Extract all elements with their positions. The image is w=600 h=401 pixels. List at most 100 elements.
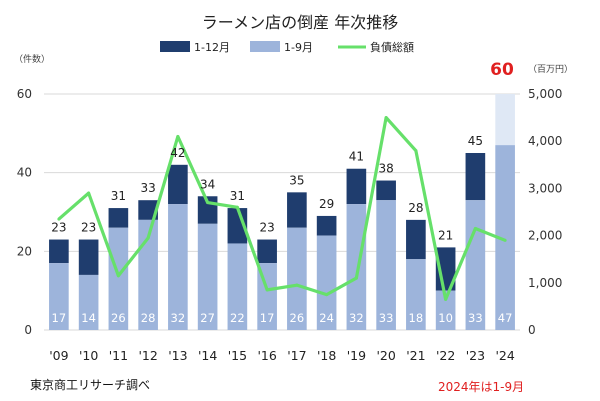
bar-label-jan-sep: 27 xyxy=(200,311,215,325)
bar-label-full-year: 42 xyxy=(170,146,185,160)
debt-point xyxy=(414,149,418,153)
bar-label-jan-sep: 22 xyxy=(230,311,245,325)
x-axis-tick: '18 xyxy=(317,348,336,363)
x-axis-tick: '12 xyxy=(138,348,157,363)
right-axis-tick: 3,000 xyxy=(528,181,562,195)
x-axis-tick: '23 xyxy=(466,348,485,363)
legend: 1-12月 1-9月 負債総額 xyxy=(160,40,414,54)
bar-label-jan-sep: 24 xyxy=(319,311,334,325)
left-axis-tick: 20 xyxy=(17,244,32,258)
x-axis-tick: '21 xyxy=(406,348,425,363)
bar-label-full-year: 38 xyxy=(378,162,393,176)
bar-jan-sep xyxy=(316,235,337,330)
bar-full-year xyxy=(346,168,367,205)
debt-point xyxy=(146,236,150,240)
bar-label-jan-sep: 33 xyxy=(379,311,394,325)
right-axis-unit: （百万円） xyxy=(528,64,573,75)
debt-point xyxy=(295,283,299,287)
bar-jan-sep xyxy=(376,200,396,330)
legend-label-jan-sep: 1-9月 xyxy=(284,41,313,54)
debt-point xyxy=(503,238,507,242)
debt-line xyxy=(57,115,507,301)
x-axis-tick: '20 xyxy=(376,348,395,363)
bar-label-jan-sep: 17 xyxy=(260,311,275,325)
bar-label-full-year: 41 xyxy=(349,150,364,164)
debt-point xyxy=(444,297,448,301)
left-axis-unit: （件数） xyxy=(14,53,50,65)
right-axis: 0 1,000 2,000 3,000 4,000 5,000 xyxy=(528,87,562,337)
x-axis-tick: '17 xyxy=(287,348,306,363)
bar-full-year xyxy=(168,164,188,205)
legend-swatch-full-year xyxy=(160,41,190,52)
bar-jan-sep xyxy=(435,290,456,330)
bar-label-jan-sep: 33 xyxy=(468,311,483,325)
x-axis: '09 '10 '11 '12 '13 '14 '15 '16 '17 '18 '19 '20 '21 '… xyxy=(49,348,515,363)
bar-label-full-year: 23 xyxy=(51,221,66,235)
debt-point xyxy=(325,293,329,297)
projected-total-label: 60 xyxy=(490,60,514,80)
bar-jan-sep xyxy=(495,145,515,330)
bar-jan-sep xyxy=(197,223,218,330)
bar-full-year xyxy=(49,239,69,264)
bar-label-jan-sep: 28 xyxy=(141,311,156,325)
right-axis-tick: 0 xyxy=(528,323,536,337)
bar-full-year xyxy=(465,153,486,201)
bar-label-jan-sep: 18 xyxy=(409,311,424,325)
bar-label-full-year: 23 xyxy=(81,221,96,235)
bar-jan-sep xyxy=(108,227,129,330)
x-axis-tick: '16 xyxy=(257,348,276,363)
x-axis-tick: '15 xyxy=(228,348,247,363)
source-note: 東京商工リサーチ調べ xyxy=(30,377,150,392)
bar-label-full-year: 29 xyxy=(319,197,334,211)
bar-label-full-year: 31 xyxy=(111,189,126,203)
left-axis: 0 20 40 60 xyxy=(17,87,32,337)
x-axis-tick: '11 xyxy=(109,348,128,363)
bar-jan-sep xyxy=(78,274,99,330)
bar-label-full-year: 45 xyxy=(468,134,483,148)
bar-label-jan-sep: 26 xyxy=(111,311,126,325)
bar-full-year xyxy=(108,208,129,228)
debt-point xyxy=(473,227,477,231)
debt-point xyxy=(57,217,61,221)
bar-label-full-year: 23 xyxy=(259,221,274,235)
bar-jan-sep xyxy=(465,200,486,330)
bar-label-full-year: 21 xyxy=(438,228,453,242)
bars xyxy=(49,94,515,330)
bar-full-year xyxy=(376,180,396,201)
bar-label-full-year: 28 xyxy=(408,201,423,215)
right-axis-tick: 5,000 xyxy=(528,87,562,101)
bar-full-year xyxy=(138,200,158,220)
period-note: 2024年は1-9月 xyxy=(438,380,524,394)
x-axis-tick: '10 xyxy=(79,348,98,363)
bar-label-jan-sep: 32 xyxy=(171,311,186,325)
bar-full-year xyxy=(257,239,277,264)
legend-swatch-jan-sep xyxy=(250,41,280,52)
bar-jan-sep xyxy=(49,263,69,330)
chart-title: ラーメン店の倒産 年次推移 xyxy=(202,13,398,32)
bar-label-jan-sep: 14 xyxy=(81,311,96,325)
right-axis-tick: 1,000 xyxy=(528,276,562,290)
debt-point xyxy=(116,274,120,278)
bar-projected xyxy=(495,94,515,146)
left-axis-tick: 60 xyxy=(17,87,32,101)
bar-jan-sep xyxy=(406,259,426,330)
x-axis-tick: '19 xyxy=(347,348,366,363)
bar-full-year xyxy=(316,215,337,236)
bar-jan-sep xyxy=(168,204,188,330)
debt-line-path xyxy=(57,115,506,301)
x-axis-tick: '13 xyxy=(168,348,187,363)
bar-full-year xyxy=(406,219,426,260)
bar-label-jan-sep: 32 xyxy=(349,311,364,325)
bar-label-jan-sep: 10 xyxy=(438,311,453,325)
x-axis-tick: '14 xyxy=(198,348,217,363)
data-labels: 17 23 14 23 26 31 28 33 32 42 27 34 22 31 17 23 26 35 24 29… xyxy=(51,134,512,325)
legend-label-full-year: 1-12月 xyxy=(194,41,230,54)
bar-label-full-year: 34 xyxy=(200,177,215,191)
left-axis-tick: 0 xyxy=(24,323,32,337)
debt-point xyxy=(235,205,239,209)
bar-jan-sep xyxy=(227,243,248,330)
x-axis-tick: '09 xyxy=(49,348,68,363)
legend-label-total-debt: 負債総額 xyxy=(370,40,414,54)
x-axis-tick: '24 xyxy=(495,348,514,363)
